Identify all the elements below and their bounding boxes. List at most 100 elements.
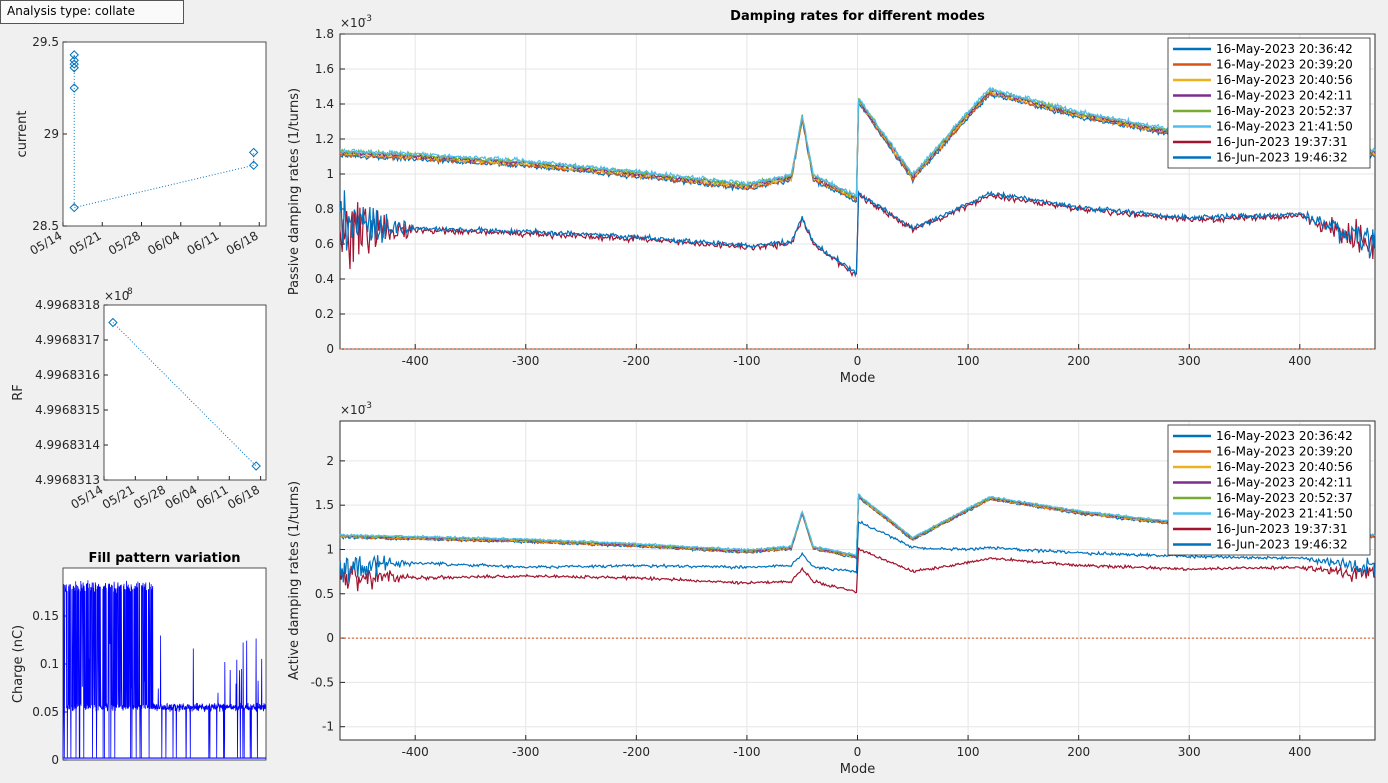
passive-xtick-label: -300 [512, 354, 539, 368]
rf-ytick-label: 4.9968313 [35, 473, 100, 487]
rf-axes [103, 304, 267, 481]
active-chart: -400 -300 -200 -100 0 100 200 300 400 -1 -0.5 0 0.5 1… [287, 401, 1376, 777]
passive-chart: -400 -300 -200 -100 0 100 200 300 400 0 0.2 0.4 0.6 0… [287, 9, 1376, 386]
passive-xtick-label: 0 [854, 354, 862, 368]
rf-ytick-label: 4.9968318 [35, 298, 100, 312]
passive-legend-label: 16-May-2023 20:52:37 [1216, 104, 1353, 118]
active-frame [339, 420, 1376, 741]
rf-ytick-label: 4.9968316 [35, 368, 100, 382]
active-legend-label: 16-Jun-2023 19:37:31 [1216, 522, 1348, 536]
passive-legend-label: 16-May-2023 20:36:42 [1216, 42, 1353, 56]
current-point [248, 147, 259, 158]
passive-xtick-label: -400 [402, 354, 429, 368]
rf-ytick-label: 4.9968317 [35, 333, 100, 347]
active-xtick-label: 100 [957, 745, 980, 759]
rf-line [112, 322, 257, 467]
active-ytick-label: 2 [326, 454, 334, 468]
active-ytick-label: 1 [326, 542, 334, 556]
fill-ytick-label: 0.1 [40, 657, 59, 671]
passive-xtick-label: -100 [733, 354, 760, 368]
fill-title: Fill pattern variation [88, 551, 240, 566]
fill-ytick-label: 0.15 [32, 609, 59, 623]
passive-ytick-label: 0 [326, 342, 334, 356]
active-legend-label: 16-Jun-2023 19:46:32 [1216, 538, 1348, 552]
active-legend: 16-May-2023 20:36:42 16-May-2023 20:39:20… [1167, 424, 1371, 556]
active-xtick-label: 200 [1067, 745, 1090, 759]
active-series-7 [339, 547, 1376, 594]
passive-legend-label: 16-Jun-2023 19:37:31 [1216, 135, 1348, 149]
passive-ytick-label: 0.4 [315, 272, 334, 286]
analysis-type-button[interactable]: Analysis type: collate [0, 0, 184, 24]
current-ytick-label: 29.5 [32, 35, 59, 49]
passive-xtick-label: 200 [1067, 354, 1090, 368]
rf-xtick-label: 05/28 [131, 482, 168, 511]
rf-exponent: ×10 [104, 289, 129, 303]
active-legend-box [1167, 424, 1371, 556]
active-xtick-label: 0 [854, 745, 862, 759]
current-point [248, 160, 259, 170]
passive-ytick-label: 1.8 [315, 27, 334, 41]
active-legend-label: 16-May-2023 20:36:42 [1216, 429, 1353, 443]
active-ytick-label: 0.5 [315, 587, 334, 601]
rf-xtick-label: 05/21 [100, 482, 137, 511]
passive-xtick-label: 400 [1288, 354, 1311, 368]
passive-series-8 [339, 189, 1376, 278]
current-line [73, 54, 255, 209]
active-legend-label: 16-May-2023 20:39:20 [1216, 445, 1353, 459]
passive-ytick-label: 1.2 [315, 132, 334, 146]
passive-exponent-power: -3 [363, 14, 372, 24]
current-xtick-label: 06/11 [185, 228, 222, 257]
passive-ytick-label: 0.2 [315, 307, 334, 321]
current-point [69, 59, 79, 69]
passive-ytick-label: 1.6 [315, 62, 334, 76]
passive-legend-label: 16-May-2023 20:40:56 [1216, 73, 1353, 87]
fill-trace [62, 580, 267, 759]
current-ylabel: current [15, 111, 30, 158]
active-ytick-label: 0 [326, 631, 334, 645]
passive-xlabel: Mode [840, 371, 875, 386]
active-ytick-label: -0.5 [311, 675, 334, 689]
active-legend-label: 16-May-2023 20:40:56 [1216, 460, 1353, 474]
rf-xtick-label: 06/18 [225, 482, 262, 511]
passive-ytick-label: 1 [326, 167, 334, 181]
passive-ytick-label: 0.6 [315, 237, 334, 251]
passive-exponent: ×10 [340, 16, 365, 30]
current-axes [62, 41, 267, 227]
passive-xtick-label: 100 [957, 354, 980, 368]
active-series-8 [339, 520, 1376, 583]
active-xtick-label: 300 [1178, 745, 1201, 759]
fill-ytick-label: 0.05 [32, 705, 59, 719]
passive-legend-box [1167, 37, 1371, 169]
passive-legend-label: 16-May-2023 21:41:50 [1216, 120, 1353, 134]
active-xlabel: Mode [840, 762, 875, 777]
rf-point [108, 317, 118, 328]
active-xtick-label: 400 [1288, 745, 1311, 759]
passive-ytick-label: 1.4 [315, 97, 334, 111]
passive-xtick-label: 300 [1178, 354, 1201, 368]
current-ytick-label: 29 [44, 127, 59, 141]
passive-xtick-label: -200 [623, 354, 650, 368]
fill-ytick-label: 0 [51, 753, 59, 767]
active-legend-label: 16-May-2023 20:52:37 [1216, 491, 1353, 505]
passive-legend: 16-May-2023 20:36:42 16-May-2023 20:39:20… [1167, 37, 1371, 169]
rf-ytick-label: 4.9968314 [35, 438, 100, 452]
active-legend-label: 16-May-2023 21:41:50 [1216, 507, 1353, 521]
current-xtick-label: 05/28 [106, 228, 143, 257]
rf-ytick-label: 4.9968315 [35, 403, 100, 417]
current-point [69, 83, 79, 93]
rf-point [251, 461, 261, 471]
rf-ylabel: RF [11, 384, 26, 401]
active-exponent: ×10 [340, 403, 365, 417]
rf-exponent-power: 8 [127, 287, 133, 297]
current-point [69, 202, 79, 213]
rf-xtick-label: 06/04 [163, 482, 200, 511]
fill-ylabel: Charge (nC) [11, 625, 26, 703]
current-xtick-label: 06/04 [145, 228, 182, 257]
passive-legend-label: 16-May-2023 20:42:11 [1216, 89, 1353, 103]
passive-ylabel: Passive damping rates (1/turns) [287, 88, 302, 295]
current-xtick-label: 06/18 [224, 228, 261, 257]
current-ytick-label: 28.5 [32, 219, 59, 233]
current-point [69, 63, 79, 73]
